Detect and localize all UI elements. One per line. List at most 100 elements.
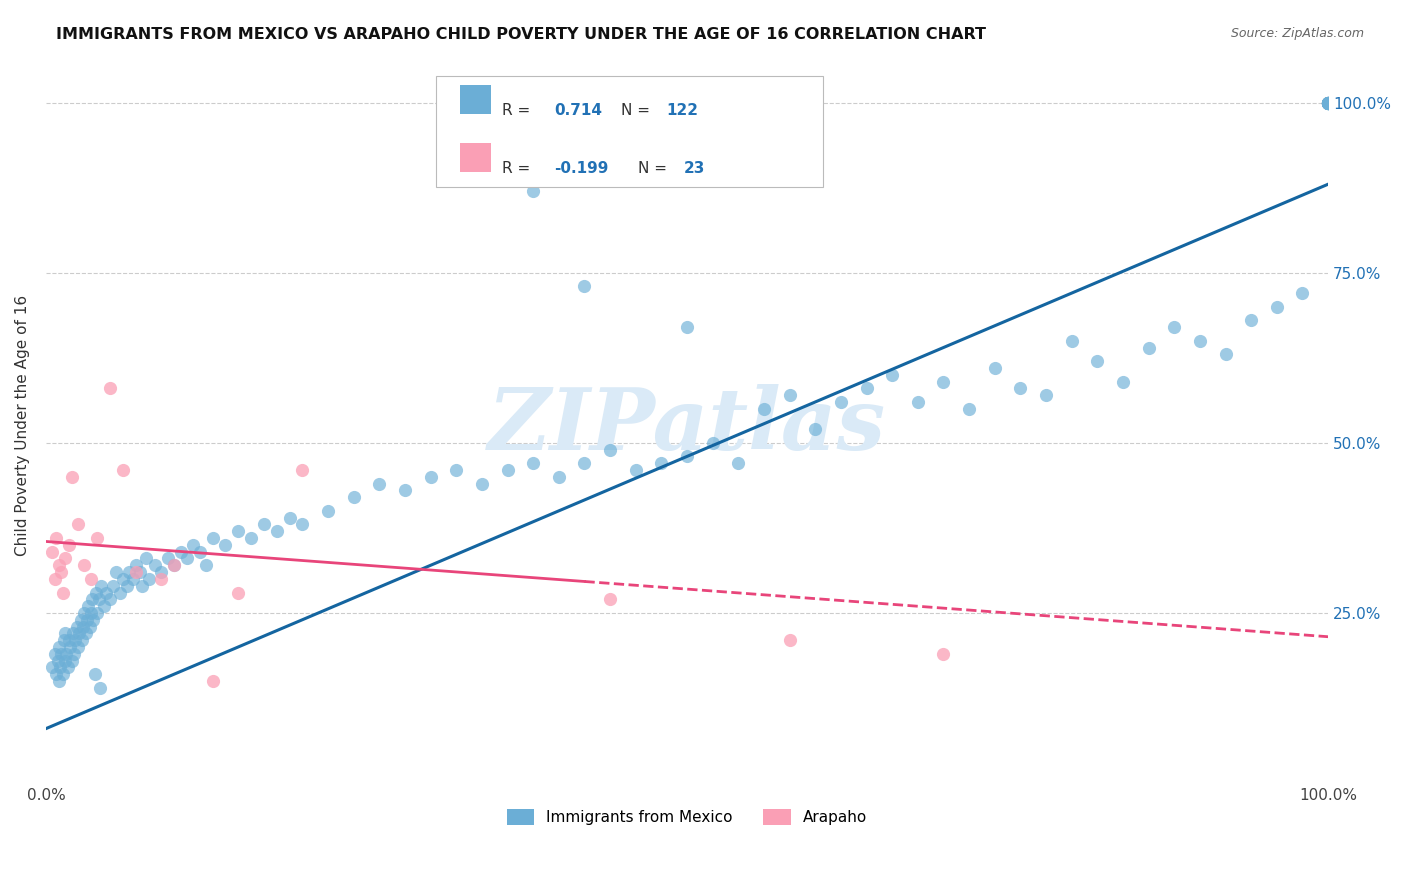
Point xyxy=(676,320,699,334)
Point xyxy=(1317,95,1340,110)
Point xyxy=(1317,95,1340,110)
Point xyxy=(1317,95,1340,110)
Point xyxy=(779,633,801,648)
Point xyxy=(53,551,76,566)
Point xyxy=(522,184,544,198)
Point xyxy=(1163,320,1185,334)
Point xyxy=(118,565,141,579)
Point xyxy=(201,673,224,688)
Point xyxy=(599,592,621,607)
Point xyxy=(93,599,115,613)
Point xyxy=(44,572,66,586)
Point xyxy=(96,585,118,599)
Point xyxy=(72,619,94,633)
Point xyxy=(58,538,80,552)
Point xyxy=(1317,95,1340,110)
Point xyxy=(56,660,79,674)
Point xyxy=(66,640,89,654)
Point xyxy=(702,435,724,450)
Legend: Immigrants from Mexico, Arapaho: Immigrants from Mexico, Arapaho xyxy=(506,809,868,825)
Point xyxy=(51,565,73,579)
Point xyxy=(291,463,314,477)
Point xyxy=(169,544,191,558)
Y-axis label: Child Poverty Under the Age of 16: Child Poverty Under the Age of 16 xyxy=(15,295,30,557)
Point xyxy=(1317,95,1340,110)
Point xyxy=(804,422,827,436)
Point xyxy=(138,572,160,586)
Point xyxy=(135,551,157,566)
Point xyxy=(98,592,121,607)
Point xyxy=(73,558,96,573)
Point xyxy=(830,395,852,409)
Point xyxy=(1085,354,1108,368)
Point xyxy=(650,456,672,470)
Point xyxy=(253,517,276,532)
Point xyxy=(291,517,314,532)
Point xyxy=(1317,95,1340,110)
Point xyxy=(1035,388,1057,402)
Point xyxy=(188,544,211,558)
Point xyxy=(122,572,145,586)
Text: ZIPatlas: ZIPatlas xyxy=(488,384,886,467)
Point xyxy=(1317,95,1340,110)
Point xyxy=(83,667,105,681)
Point xyxy=(1188,334,1211,348)
Point xyxy=(201,531,224,545)
Point xyxy=(75,626,97,640)
Point xyxy=(496,463,519,477)
Point xyxy=(73,606,96,620)
Point xyxy=(52,633,75,648)
Point xyxy=(419,470,441,484)
Point xyxy=(1265,300,1288,314)
Point xyxy=(150,565,173,579)
Point xyxy=(195,558,218,573)
Point xyxy=(53,654,76,668)
Point xyxy=(163,558,186,573)
Point xyxy=(65,633,87,648)
Point xyxy=(76,613,98,627)
Point xyxy=(82,613,104,627)
Point xyxy=(343,490,366,504)
Point xyxy=(58,633,80,648)
Point xyxy=(80,606,103,620)
Point xyxy=(214,538,236,552)
Point xyxy=(1215,347,1237,361)
Point xyxy=(1317,95,1340,110)
Point xyxy=(1137,341,1160,355)
Text: 0.714: 0.714 xyxy=(554,103,602,118)
Point xyxy=(66,619,89,633)
Point xyxy=(624,463,647,477)
Point xyxy=(105,565,128,579)
Point xyxy=(446,463,468,477)
Text: N =: N = xyxy=(621,103,655,118)
Point xyxy=(110,585,132,599)
Point xyxy=(1317,95,1340,110)
Point xyxy=(1317,95,1340,110)
Point xyxy=(48,640,70,654)
Point xyxy=(1112,375,1135,389)
Point xyxy=(70,633,93,648)
Point xyxy=(316,504,339,518)
Point xyxy=(1317,95,1340,110)
Point xyxy=(51,647,73,661)
Point xyxy=(101,579,124,593)
Point xyxy=(547,470,569,484)
Point xyxy=(176,551,198,566)
Point xyxy=(86,531,108,545)
Point xyxy=(143,558,166,573)
Point xyxy=(599,442,621,457)
Text: R =: R = xyxy=(502,103,536,118)
Point xyxy=(55,647,77,661)
Point xyxy=(48,673,70,688)
Point xyxy=(77,599,100,613)
Text: Source: ZipAtlas.com: Source: ZipAtlas.com xyxy=(1230,27,1364,40)
Point xyxy=(125,558,148,573)
Point xyxy=(52,667,75,681)
Text: IMMIGRANTS FROM MEXICO VS ARAPAHO CHILD POVERTY UNDER THE AGE OF 16 CORRELATION : IMMIGRANTS FROM MEXICO VS ARAPAHO CHILD … xyxy=(56,27,986,42)
Point xyxy=(44,647,66,661)
Point xyxy=(1317,95,1340,110)
Point xyxy=(368,476,391,491)
Point xyxy=(69,613,91,627)
Point xyxy=(60,654,83,668)
Point xyxy=(240,531,263,545)
